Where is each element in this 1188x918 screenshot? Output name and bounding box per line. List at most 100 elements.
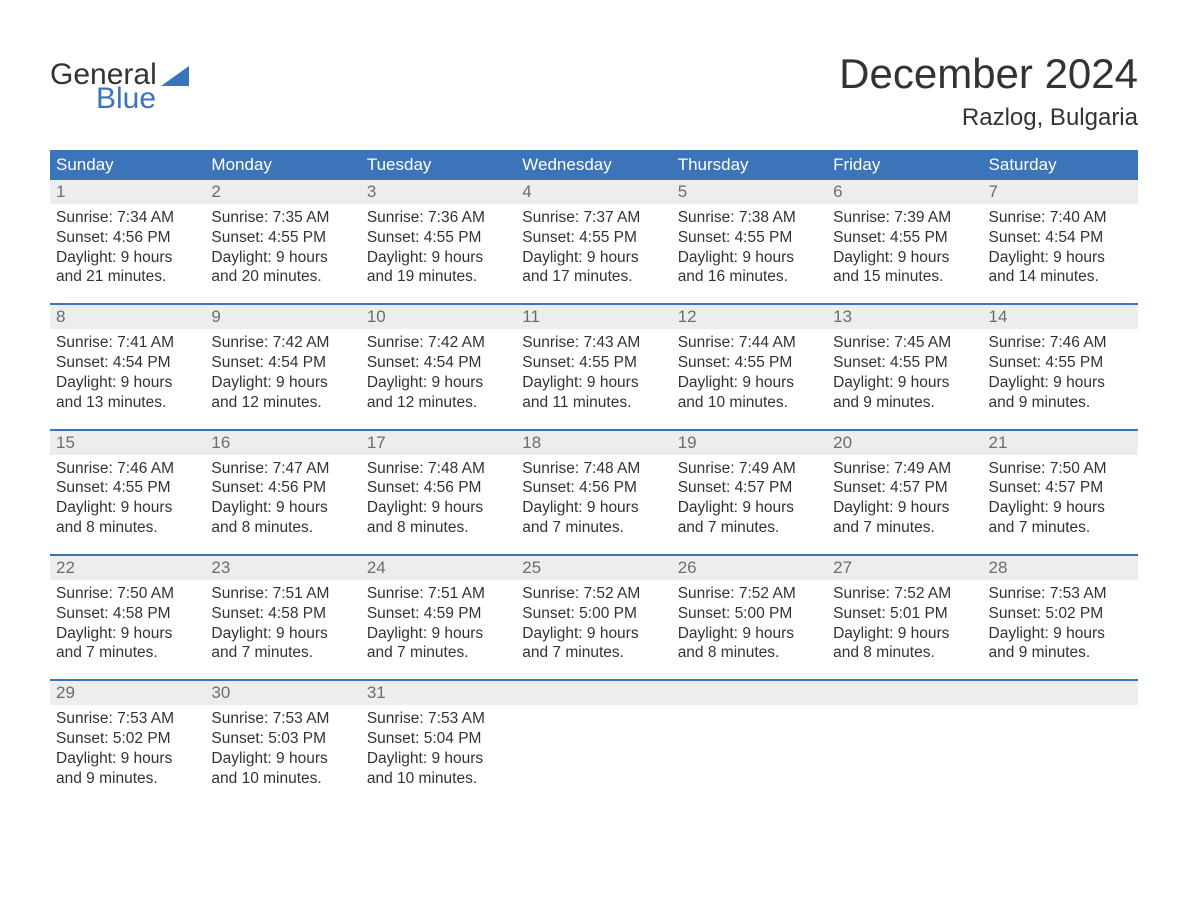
daylight-line: Daylight: 9 hours and 7 minutes. bbox=[367, 624, 510, 664]
sunrise-line: Sunrise: 7:42 AM bbox=[367, 333, 510, 353]
daylight-line: Daylight: 9 hours and 13 minutes. bbox=[56, 373, 199, 413]
daynum-row: 19 bbox=[672, 431, 827, 455]
sunset-line: Sunset: 4:57 PM bbox=[678, 478, 821, 498]
day-number: 3 bbox=[367, 182, 376, 201]
calendar-cell: 6Sunrise: 7:39 AMSunset: 4:55 PMDaylight… bbox=[827, 180, 982, 303]
day-header: Monday bbox=[205, 150, 360, 180]
daynum-row: · bbox=[672, 681, 827, 705]
location-subtitle: Razlog, Bulgaria bbox=[839, 104, 1138, 132]
day-number: 4 bbox=[522, 182, 531, 201]
daynum-row: 17 bbox=[361, 431, 516, 455]
sunset-line: Sunset: 5:02 PM bbox=[56, 729, 199, 749]
daynum-row: · bbox=[983, 681, 1138, 705]
cell-body: Sunrise: 7:52 AMSunset: 5:00 PMDaylight:… bbox=[516, 580, 671, 679]
day-header: Sunday bbox=[50, 150, 205, 180]
cell-body: Sunrise: 7:45 AMSunset: 4:55 PMDaylight:… bbox=[827, 329, 982, 428]
cell-body: Sunrise: 7:39 AMSunset: 4:55 PMDaylight:… bbox=[827, 204, 982, 303]
day-number: 1 bbox=[56, 182, 65, 201]
cell-body: Sunrise: 7:35 AMSunset: 4:55 PMDaylight:… bbox=[205, 204, 360, 303]
cell-body: Sunrise: 7:52 AMSunset: 5:00 PMDaylight:… bbox=[672, 580, 827, 679]
day-header: Friday bbox=[827, 150, 982, 180]
sunrise-line: Sunrise: 7:53 AM bbox=[989, 584, 1132, 604]
daynum-row: 24 bbox=[361, 556, 516, 580]
sunrise-line: Sunrise: 7:50 AM bbox=[56, 584, 199, 604]
daylight-line: Daylight: 9 hours and 9 minutes. bbox=[833, 373, 976, 413]
sunset-line: Sunset: 4:56 PM bbox=[367, 478, 510, 498]
daynum-row: 3 bbox=[361, 180, 516, 204]
day-number: 8 bbox=[56, 307, 65, 326]
daynum-row: 11 bbox=[516, 305, 671, 329]
calendar-cell: 15Sunrise: 7:46 AMSunset: 4:55 PMDayligh… bbox=[50, 431, 205, 554]
sunset-line: Sunset: 4:54 PM bbox=[989, 228, 1132, 248]
sunrise-line: Sunrise: 7:42 AM bbox=[211, 333, 354, 353]
calendar-cell: 16Sunrise: 7:47 AMSunset: 4:56 PMDayligh… bbox=[205, 431, 360, 554]
cell-body: Sunrise: 7:36 AMSunset: 4:55 PMDaylight:… bbox=[361, 204, 516, 303]
sunset-line: Sunset: 5:00 PM bbox=[522, 604, 665, 624]
calendar-cell: · bbox=[516, 681, 671, 804]
calendar-cell: 17Sunrise: 7:48 AMSunset: 4:56 PMDayligh… bbox=[361, 431, 516, 554]
calendar-week: 8Sunrise: 7:41 AMSunset: 4:54 PMDaylight… bbox=[50, 303, 1138, 428]
day-header: Wednesday bbox=[516, 150, 671, 180]
sunrise-line: Sunrise: 7:43 AM bbox=[522, 333, 665, 353]
daylight-line: Daylight: 9 hours and 7 minutes. bbox=[522, 624, 665, 664]
sunrise-line: Sunrise: 7:40 AM bbox=[989, 208, 1132, 228]
cell-body: Sunrise: 7:50 AMSunset: 4:57 PMDaylight:… bbox=[983, 455, 1138, 554]
calendar-cell: 27Sunrise: 7:52 AMSunset: 5:01 PMDayligh… bbox=[827, 556, 982, 679]
calendar-cell: · bbox=[672, 681, 827, 804]
sunrise-line: Sunrise: 7:53 AM bbox=[56, 709, 199, 729]
cell-body: Sunrise: 7:48 AMSunset: 4:56 PMDaylight:… bbox=[516, 455, 671, 554]
calendar-cell: 26Sunrise: 7:52 AMSunset: 5:00 PMDayligh… bbox=[672, 556, 827, 679]
calendar-cell: · bbox=[827, 681, 982, 804]
title-block: December 2024 Razlog, Bulgaria bbox=[839, 50, 1138, 132]
cell-body: Sunrise: 7:50 AMSunset: 4:58 PMDaylight:… bbox=[50, 580, 205, 679]
cell-body: Sunrise: 7:49 AMSunset: 4:57 PMDaylight:… bbox=[672, 455, 827, 554]
cell-body: Sunrise: 7:37 AMSunset: 4:55 PMDaylight:… bbox=[516, 204, 671, 303]
calendar-cell: 9Sunrise: 7:42 AMSunset: 4:54 PMDaylight… bbox=[205, 305, 360, 428]
page-header: General Blue December 2024 Razlog, Bulga… bbox=[50, 50, 1138, 132]
sunset-line: Sunset: 5:02 PM bbox=[989, 604, 1132, 624]
sunrise-line: Sunrise: 7:35 AM bbox=[211, 208, 354, 228]
sunrise-line: Sunrise: 7:47 AM bbox=[211, 459, 354, 479]
daylight-line: Daylight: 9 hours and 10 minutes. bbox=[678, 373, 821, 413]
daylight-line: Daylight: 9 hours and 8 minutes. bbox=[56, 498, 199, 538]
sunset-line: Sunset: 4:55 PM bbox=[56, 478, 199, 498]
day-number: 20 bbox=[833, 433, 852, 452]
sunrise-line: Sunrise: 7:49 AM bbox=[678, 459, 821, 479]
day-number: 30 bbox=[211, 683, 230, 702]
day-number: 27 bbox=[833, 558, 852, 577]
sunset-line: Sunset: 4:54 PM bbox=[211, 353, 354, 373]
calendar-cell: 3 Sunrise: 7:36 AMSunset: 4:55 PMDaylight… bbox=[361, 180, 516, 303]
daynum-row: 8 bbox=[50, 305, 205, 329]
daylight-line: Daylight: 9 hours and 7 minutes. bbox=[989, 498, 1132, 538]
day-number: 15 bbox=[56, 433, 75, 452]
daylight-line: Daylight: 9 hours and 9 minutes. bbox=[56, 749, 199, 789]
daylight-line: Daylight: 9 hours and 11 minutes. bbox=[522, 373, 665, 413]
daylight-line: Daylight: 9 hours and 10 minutes. bbox=[367, 749, 510, 789]
calendar-cell: 1Sunrise: 7:34 AMSunset: 4:56 PMDaylight… bbox=[50, 180, 205, 303]
calendar-cell: 23Sunrise: 7:51 AMSunset: 4:58 PMDayligh… bbox=[205, 556, 360, 679]
day-number: 21 bbox=[989, 433, 1008, 452]
daynum-row: 13 bbox=[827, 305, 982, 329]
day-number: 2 bbox=[211, 182, 220, 201]
sunrise-line: Sunrise: 7:53 AM bbox=[367, 709, 510, 729]
sunrise-line: Sunrise: 7:51 AM bbox=[367, 584, 510, 604]
calendar-cell: 10Sunrise: 7:42 AMSunset: 4:54 PMDayligh… bbox=[361, 305, 516, 428]
calendar-cell: 24Sunrise: 7:51 AMSunset: 4:59 PMDayligh… bbox=[361, 556, 516, 679]
sunset-line: Sunset: 4:55 PM bbox=[211, 228, 354, 248]
sunrise-line: Sunrise: 7:46 AM bbox=[989, 333, 1132, 353]
daylight-line: Daylight: 9 hours and 10 minutes. bbox=[211, 749, 354, 789]
day-number: 13 bbox=[833, 307, 852, 326]
daylight-line: Daylight: 9 hours and 14 minutes. bbox=[989, 248, 1132, 288]
daynum-row: 30 bbox=[205, 681, 360, 705]
logo-wedge-icon bbox=[161, 66, 189, 86]
daylight-line: Daylight: 9 hours and 7 minutes. bbox=[678, 498, 821, 538]
calendar-cell: 5Sunrise: 7:38 AMSunset: 4:55 PMDaylight… bbox=[672, 180, 827, 303]
daynum-row: 5 bbox=[672, 180, 827, 204]
calendar-cell: 12Sunrise: 7:44 AMSunset: 4:55 PMDayligh… bbox=[672, 305, 827, 428]
logo: General Blue bbox=[50, 50, 189, 114]
day-number: 19 bbox=[678, 433, 697, 452]
day-number: 25 bbox=[522, 558, 541, 577]
sunset-line: Sunset: 4:56 PM bbox=[522, 478, 665, 498]
calendar-cell: 20Sunrise: 7:49 AMSunset: 4:57 PMDayligh… bbox=[827, 431, 982, 554]
day-number: 10 bbox=[367, 307, 386, 326]
